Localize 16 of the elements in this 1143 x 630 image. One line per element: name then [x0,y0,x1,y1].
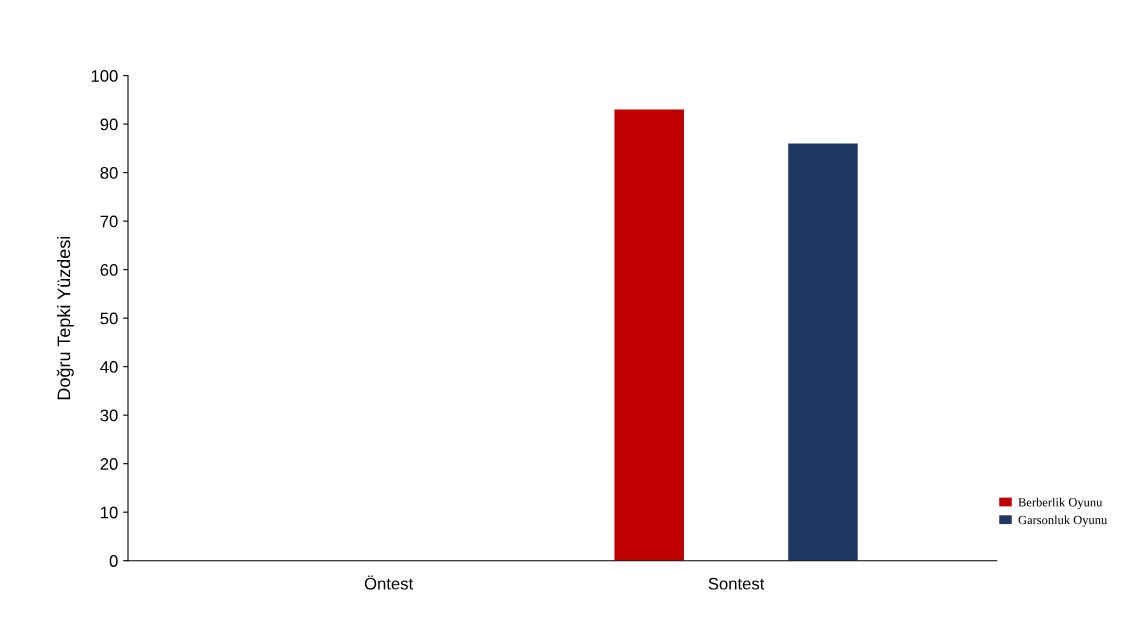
y-tick-label: 80 [100,167,118,179]
y-tick-label: 10 [101,506,118,519]
y-tick-label: 30 [100,409,118,422]
y-tick-label: 90 [100,118,118,131]
x-tick-label: Öntest [364,575,414,590]
legend-label: Berberlik Oyunu [1018,497,1103,510]
y-tick-label: 70 [100,215,118,228]
y-tick-label: 50 [100,312,118,325]
y-axis-title: Doğru Tepki Yüzdesi [56,236,74,400]
y-tick-label: 20 [100,458,118,470]
y-tick-label: 0 [109,555,118,567]
y-tick-label: 40 [100,361,118,373]
y-tick-label: 60 [100,264,118,276]
legend-label: Garsonluk Oyunu [1018,515,1108,527]
y-tick-label: 100 [91,70,118,82]
x-tick-label: Sontest [708,577,765,590]
